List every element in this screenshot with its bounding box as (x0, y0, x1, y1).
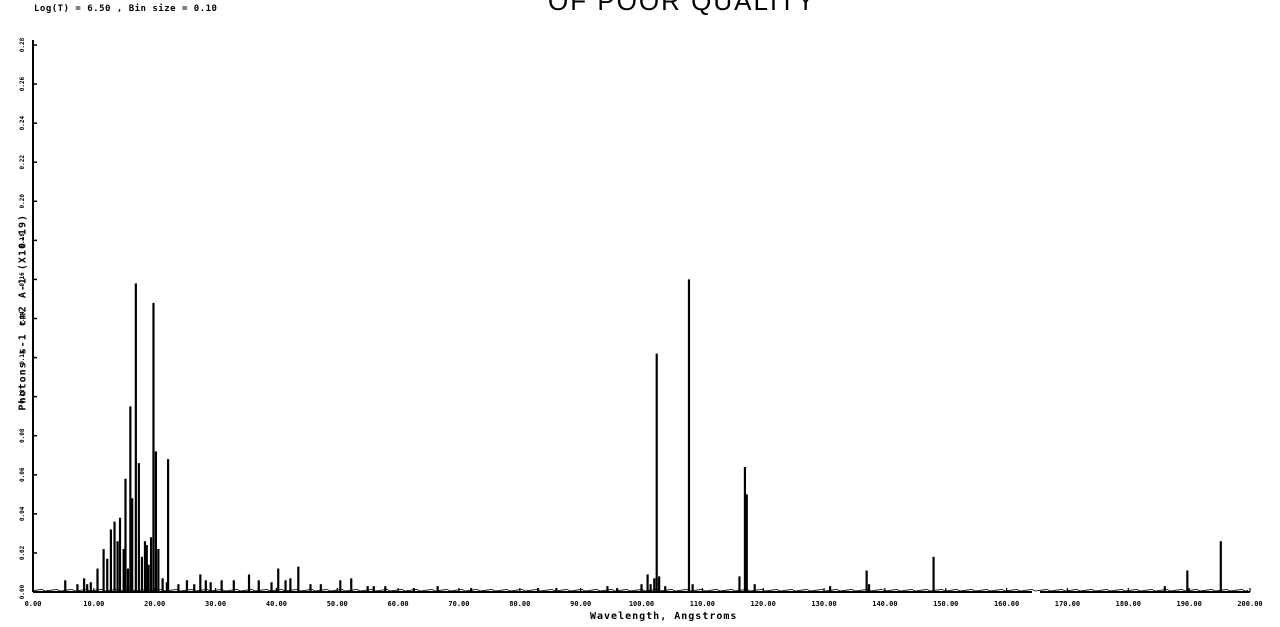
y-tick-label: 0.10 (19, 389, 26, 404)
x-tick-label: 30.00 (205, 600, 226, 608)
y-axis-label: Photons s-1 cm2 A-1 (X10-19) (17, 213, 29, 411)
x-tick-label: 180.00 (1116, 600, 1141, 608)
y-tick-label: 0.06 (19, 467, 26, 482)
x-tick-label: 150.00 (933, 600, 958, 608)
y-tick-label: 0.02 (19, 545, 26, 560)
y-tick-label: 0.00 (19, 584, 26, 599)
x-tick-label: 170.00 (1055, 600, 1080, 608)
quality-stamp: OF POOR QUALITY (548, 0, 817, 16)
x-tick-label: 10.00 (83, 600, 104, 608)
x-tick-label: 140.00 (872, 600, 897, 608)
y-tick-label: 0.28 (19, 37, 26, 52)
x-tick-label: 200.00 (1237, 600, 1262, 608)
x-tick-label: 60.00 (388, 600, 409, 608)
y-tick-label: 0.04 (19, 506, 26, 521)
x-tick-label: 50.00 (327, 600, 348, 608)
x-tick-label: 0.00 (25, 600, 42, 608)
x-tick-label: 130.00 (811, 600, 836, 608)
x-tick-label: 80.00 (509, 600, 530, 608)
x-tick-label: 40.00 (266, 600, 287, 608)
y-tick-label: 0.08 (19, 428, 26, 443)
y-tick-label: 0.14 (19, 311, 26, 326)
x-tick-label: 120.00 (751, 600, 776, 608)
y-tick-label: 0.24 (19, 116, 26, 131)
y-tick-label: 0.20 (19, 194, 26, 209)
parameters-label: Log(T) = 6.50 , Bin size = 0.10 (34, 4, 218, 14)
y-tick-label: 0.18 (19, 233, 26, 248)
y-tick-label: 0.26 (19, 76, 26, 91)
x-tick-label: 160.00 (994, 600, 1019, 608)
y-tick-label: 0.12 (19, 350, 26, 365)
x-tick-label: 70.00 (448, 600, 469, 608)
x-tick-label: 20.00 (144, 600, 165, 608)
x-tick-label: 90.00 (570, 600, 591, 608)
x-tick-label: 190.00 (1177, 600, 1202, 608)
x-axis-label: Wavelength, Angstroms (590, 611, 738, 622)
y-tick-label: 0.22 (19, 155, 26, 170)
y-tick-label: 0.16 (19, 272, 26, 287)
x-tick-label: 110.00 (690, 600, 715, 608)
x-tick-label: 100.00 (629, 600, 654, 608)
